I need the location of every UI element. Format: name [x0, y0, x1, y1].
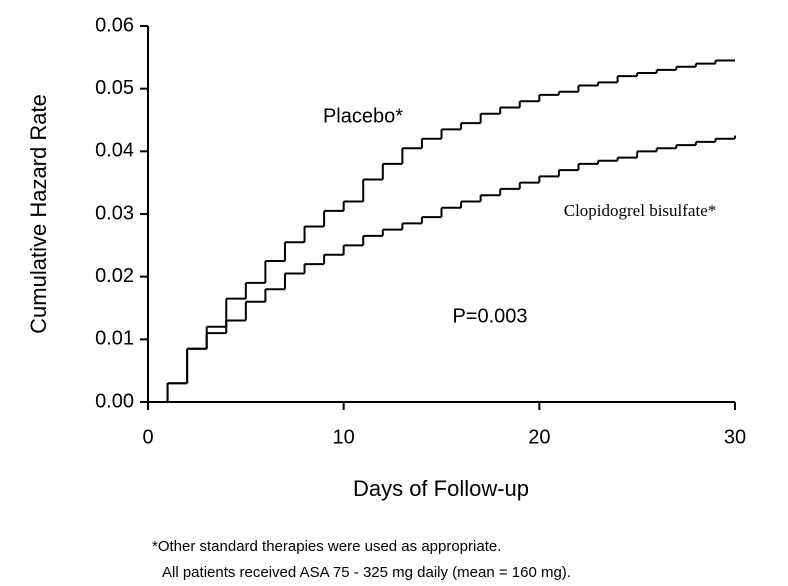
series-label: Placebo*: [323, 105, 403, 127]
x-tick-label: 20: [528, 426, 550, 448]
y-axis-label: Cumulative Hazard Rate: [26, 94, 51, 334]
x-axis-label: Days of Follow-up: [353, 476, 529, 501]
y-tick-label: 0.05: [95, 77, 134, 99]
step-riser: [166, 135, 736, 402]
y-tick-label: 0.06: [95, 14, 134, 36]
footnote: All patients received ASA 75 - 325 mg da…: [162, 564, 571, 581]
series-label: Clopidogrel bisulfate*: [564, 201, 717, 220]
x-tick-label: 0: [142, 426, 153, 448]
footnote: *Other standard therapies were used as a…: [152, 538, 501, 555]
step-riser: [166, 60, 717, 402]
annotation: P=0.003: [452, 305, 527, 327]
y-tick-label: 0.03: [95, 202, 134, 224]
y-tick-label: 0.01: [95, 328, 134, 350]
y-tick-label: 0.00: [95, 390, 134, 412]
x-tick-label: 30: [724, 426, 746, 448]
x-tick-label: 10: [333, 426, 355, 448]
y-tick-label: 0.02: [95, 265, 134, 287]
y-tick-label: 0.04: [95, 140, 134, 162]
